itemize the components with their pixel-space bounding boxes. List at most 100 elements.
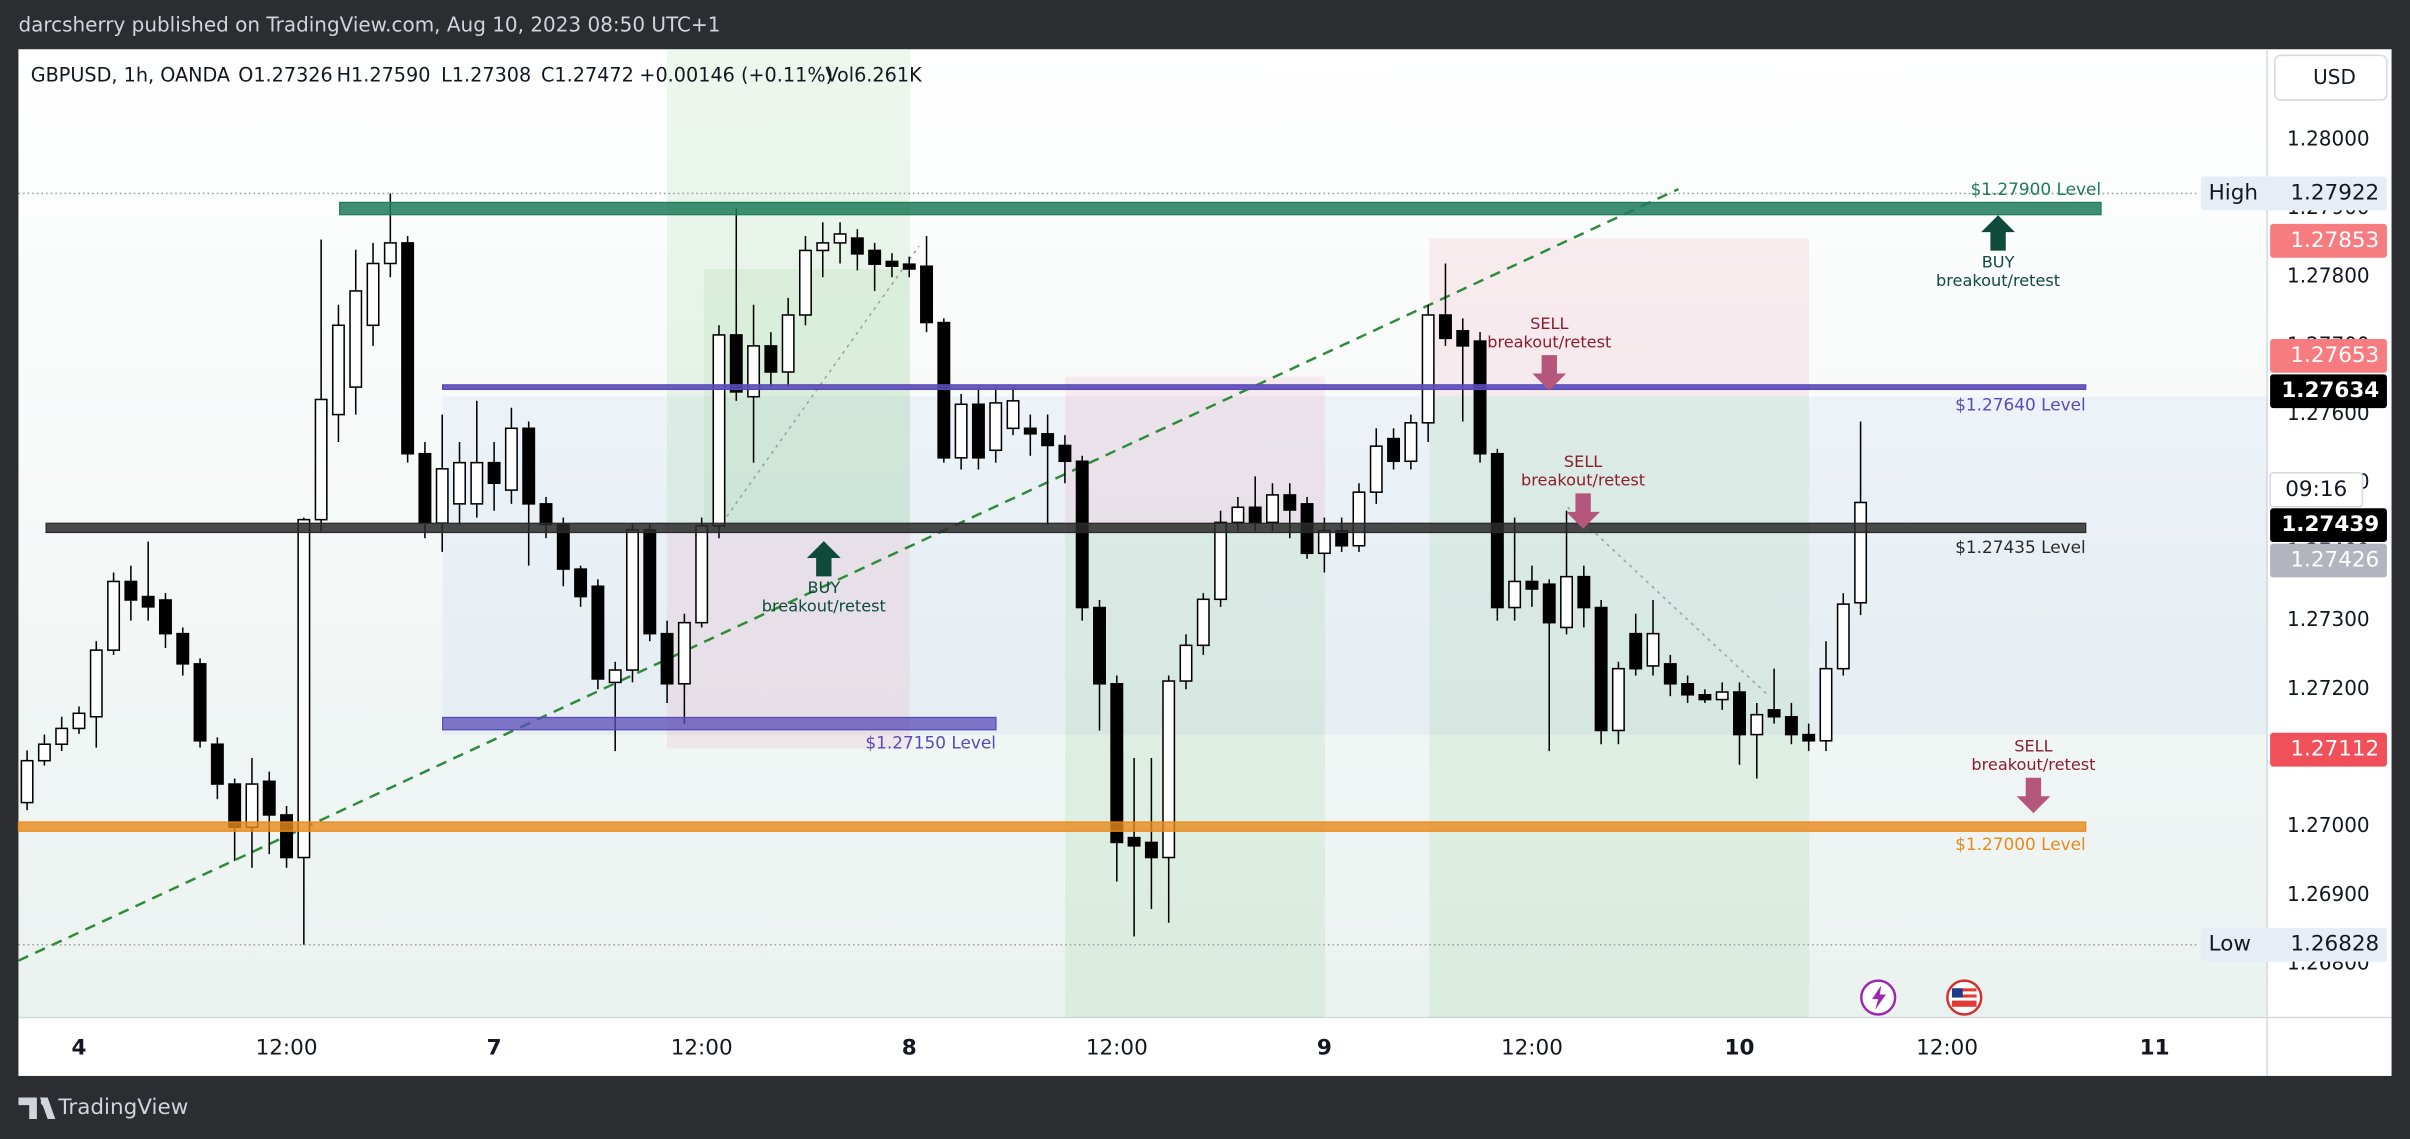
price-badge-label: 1.27853 bbox=[2290, 228, 2379, 253]
down-candle bbox=[729, 334, 743, 393]
down-candle bbox=[1058, 444, 1072, 463]
annotation-text: breakout/retest bbox=[1521, 471, 1645, 490]
down-candle bbox=[902, 263, 916, 270]
profit-zone bbox=[667, 49, 910, 532]
legend-value: Vol6.261K bbox=[825, 63, 922, 86]
up-candle bbox=[1560, 575, 1574, 629]
annotation-text: breakout/retest bbox=[1971, 755, 2095, 774]
price-badge-label: 1.27112 bbox=[2290, 737, 2379, 762]
down-candle bbox=[660, 632, 674, 685]
drawings: $1.27900 Level $1.27640 Level $1.27435 Lev… bbox=[17, 179, 2198, 946]
down-candle bbox=[1784, 715, 1798, 736]
annotation-text: breakout/retest bbox=[1936, 271, 2060, 290]
up-candle bbox=[1854, 501, 1868, 604]
down-candle bbox=[885, 260, 899, 268]
down-candle bbox=[1093, 606, 1106, 685]
price-badge-label: 1.27426 bbox=[2290, 547, 2379, 572]
annotation-title: SELL bbox=[2014, 737, 2052, 756]
up-candle bbox=[470, 461, 484, 505]
up-candle bbox=[435, 468, 449, 524]
down-candle bbox=[1663, 663, 1677, 685]
up-candle bbox=[626, 529, 639, 671]
down-candle bbox=[401, 242, 415, 455]
flag-stripe bbox=[1951, 991, 1977, 995]
y-tick-label: 1.26900 bbox=[2287, 882, 2370, 906]
down-candle bbox=[1144, 841, 1158, 859]
down-candle bbox=[124, 580, 138, 601]
flag-canton bbox=[1951, 988, 1963, 998]
annotation-text: breakout/retest bbox=[1487, 332, 1611, 351]
down-candle bbox=[937, 321, 951, 459]
position-regions bbox=[17, 49, 2268, 1018]
legend-value: L1.27308 bbox=[441, 63, 531, 86]
x-tick-label: 12:00 bbox=[1916, 1035, 1978, 1060]
currency-button[interactable] bbox=[2273, 54, 2388, 101]
up-candle bbox=[297, 518, 311, 859]
up-candle bbox=[1611, 667, 1625, 732]
range-band bbox=[442, 396, 2268, 735]
down-candle bbox=[262, 780, 276, 816]
down-candle bbox=[487, 461, 501, 485]
up-candle bbox=[1179, 644, 1193, 682]
down-candle bbox=[1041, 433, 1055, 447]
extreme-badge bbox=[2200, 927, 2387, 962]
x-tick-label: 9 bbox=[1317, 1035, 1332, 1060]
up-candle bbox=[1750, 713, 1764, 736]
price-badge bbox=[2270, 508, 2387, 543]
up-candle bbox=[1836, 603, 1850, 670]
down-candle bbox=[176, 632, 190, 665]
down-candle bbox=[643, 529, 657, 635]
up-candle bbox=[453, 461, 466, 505]
y-tick-label: 1.27300 bbox=[2287, 607, 2370, 631]
down-candle bbox=[1456, 330, 1470, 347]
time-axis bbox=[18, 1017, 2268, 1076]
up-candle bbox=[1214, 521, 1228, 601]
down-candle bbox=[1248, 506, 1262, 524]
up-candle bbox=[1006, 400, 1020, 430]
down-candle bbox=[591, 585, 605, 680]
level-line bbox=[339, 201, 2102, 216]
down-candle bbox=[1023, 427, 1037, 435]
legend-value: C1.27472 bbox=[541, 63, 634, 86]
down-candle bbox=[850, 237, 864, 255]
up-candle bbox=[1162, 680, 1176, 859]
annotation-title: BUY bbox=[1982, 252, 2015, 271]
down-candle bbox=[1473, 340, 1487, 455]
countdown-badge bbox=[2269, 472, 2364, 508]
price-badge-label: 1.27634 bbox=[2281, 378, 2379, 403]
up-candle bbox=[72, 712, 86, 730]
up-candle bbox=[314, 398, 328, 521]
down-candle bbox=[280, 814, 294, 859]
y-tick-label: 1.27800 bbox=[2287, 264, 2370, 288]
down-candle bbox=[418, 452, 432, 524]
extreme-price: 1.27922 bbox=[2290, 180, 2379, 205]
legend-value: H1.27590 bbox=[337, 63, 431, 86]
up-candle bbox=[1819, 667, 1833, 742]
x-tick-label: 4 bbox=[71, 1035, 86, 1060]
up-candle bbox=[55, 727, 69, 745]
up-candle bbox=[1715, 691, 1729, 701]
down-candle bbox=[1698, 693, 1712, 701]
y-tick-label: 1.28000 bbox=[2287, 126, 2370, 150]
legend: GBPUSD, 1h, OANDA O1.27326 H1.27590 L1.2… bbox=[31, 63, 922, 86]
up-candle bbox=[383, 242, 397, 265]
down-candle bbox=[1283, 494, 1297, 511]
up-candle bbox=[954, 403, 968, 459]
y-tick-label: 1.27200 bbox=[2287, 676, 2370, 700]
up-candle bbox=[747, 345, 761, 398]
annotation-title: SELL bbox=[1530, 314, 1568, 333]
price-badge bbox=[2270, 543, 2387, 578]
x-tick-label: 10 bbox=[1725, 1035, 1755, 1060]
up-candle bbox=[245, 783, 259, 829]
up-candle bbox=[366, 262, 380, 327]
price-badge bbox=[2270, 732, 2387, 767]
down-candle bbox=[1127, 836, 1141, 847]
symbol: GBPUSD, 1h, OANDA bbox=[31, 63, 230, 86]
down-candle bbox=[1802, 733, 1816, 742]
level-line bbox=[442, 384, 2087, 391]
currency[interactable]: USD bbox=[2313, 65, 2356, 89]
signal-arrow bbox=[806, 541, 841, 577]
x-tick-label: 7 bbox=[487, 1035, 502, 1060]
down-candle bbox=[141, 595, 155, 608]
